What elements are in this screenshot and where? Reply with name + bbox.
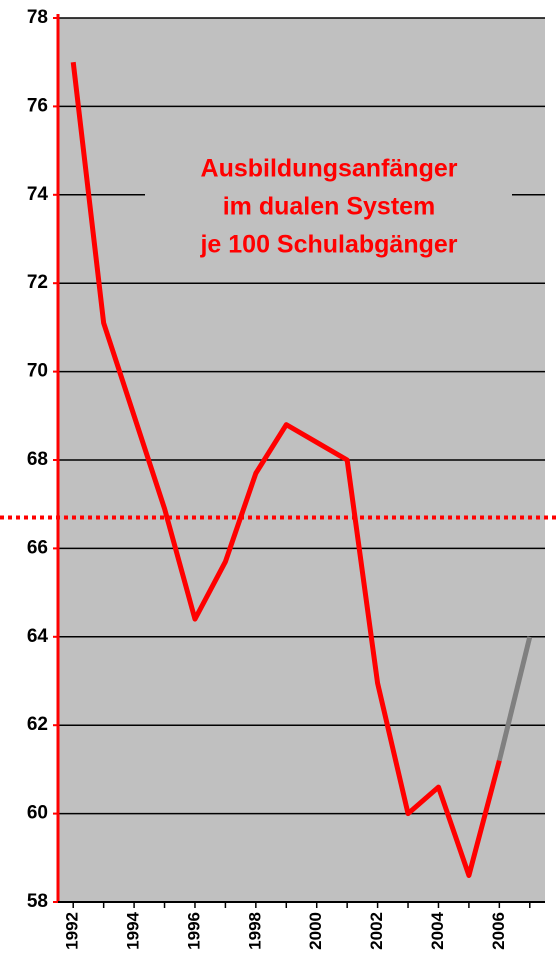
y-tick-label: 66	[27, 537, 48, 558]
annotation: je 100 Schulabgänger	[199, 231, 457, 259]
x-tick-label: 2006	[489, 912, 508, 950]
y-tick-label: 78	[27, 7, 48, 28]
y-tick-label: 58	[27, 891, 48, 912]
y-tick-label: 68	[27, 449, 48, 470]
annotation: im dualen System	[223, 193, 436, 221]
y-tick-label: 74	[27, 184, 49, 205]
x-tick-label: 2002	[367, 912, 386, 950]
x-tick-label: 1998	[245, 912, 264, 950]
y-tick-label: 62	[27, 714, 48, 735]
y-tick-label: 64	[27, 626, 49, 647]
y-tick-label: 60	[27, 803, 48, 824]
y-tick-label: 76	[27, 95, 48, 116]
x-tick-label: 1996	[184, 912, 203, 950]
annotation: Ausbildungsanfänger	[201, 155, 458, 183]
y-tick-label: 72	[27, 272, 48, 293]
x-tick-label: 1992	[63, 912, 82, 950]
line-series	[70, 61, 502, 878]
y-tick-label: 70	[27, 361, 48, 382]
line-series	[496, 636, 533, 762]
x-tick-label: 1994	[124, 911, 143, 949]
annotation-bg	[145, 148, 512, 268]
x-tick-label: 2004	[428, 911, 447, 949]
x-tick-label: 2000	[306, 912, 325, 950]
